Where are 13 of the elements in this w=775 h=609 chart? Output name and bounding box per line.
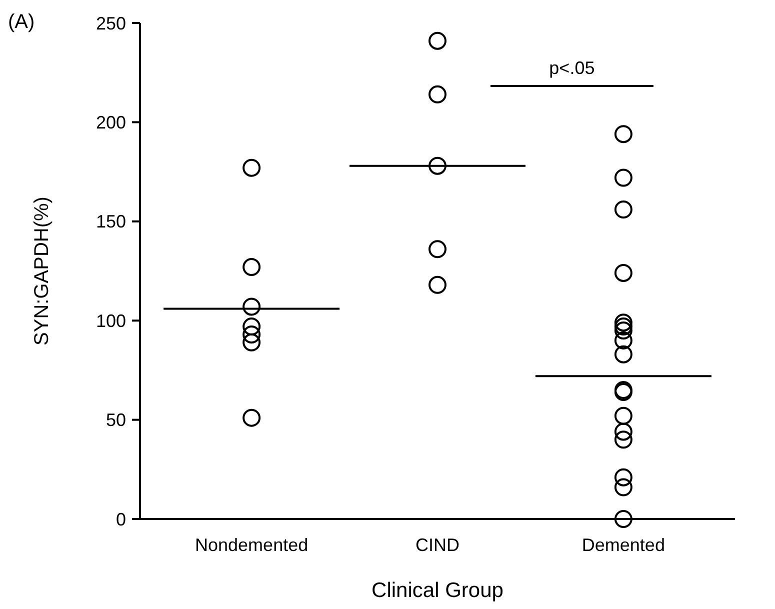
y-tick-label: 100 bbox=[96, 310, 126, 331]
y-tick-label: 150 bbox=[96, 212, 126, 232]
y-axis-title: SYN:GAPDH(%) bbox=[31, 196, 53, 346]
x-tick-label: Nondemented bbox=[195, 535, 308, 555]
x-axis-title: Clinical Group bbox=[372, 579, 504, 602]
y-tick-label: 0 bbox=[116, 509, 126, 530]
y-tick-label: 250 bbox=[96, 13, 126, 34]
x-tick-label: Demented bbox=[582, 535, 665, 555]
text: (A) bbox=[8, 11, 35, 33]
y-tick-label: 50 bbox=[106, 410, 126, 430]
y-tick-label: 200 bbox=[96, 112, 126, 132]
annotation: p<.05 bbox=[549, 58, 595, 78]
x-tick-label: CIND bbox=[416, 535, 460, 555]
